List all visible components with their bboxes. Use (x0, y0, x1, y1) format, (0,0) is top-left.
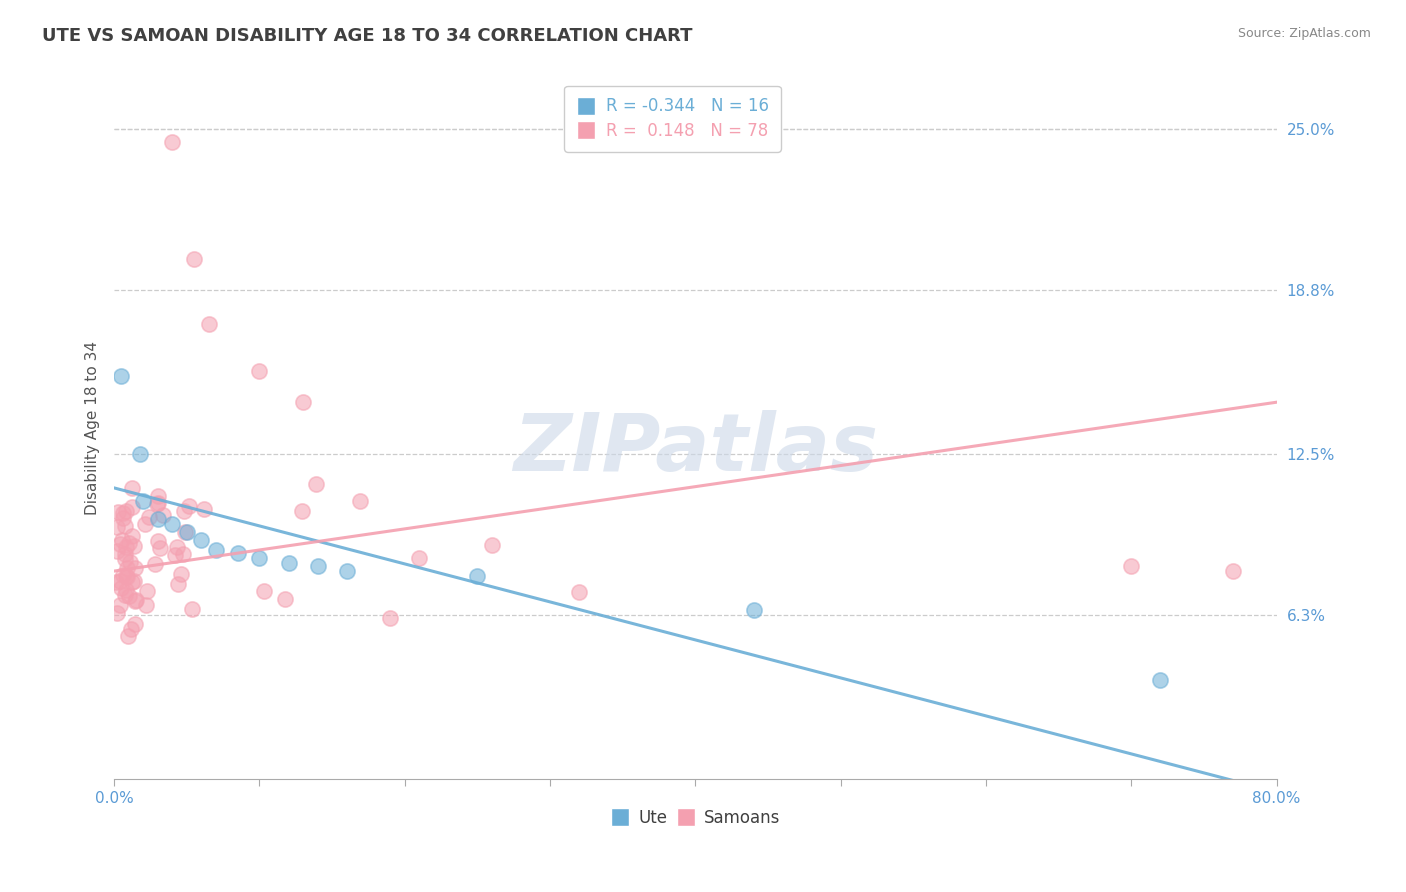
Point (336, 564, 359, 578)
Point (110, 369, 132, 384)
Point (114, 552, 136, 566)
Point (277, 556, 299, 570)
Point (124, 617, 146, 632)
Point (108, 574, 131, 588)
Point (122, 539, 145, 553)
Point (378, 611, 401, 625)
Y-axis label: Disability Age 18 to 34: Disability Age 18 to 34 (86, 341, 100, 516)
Point (291, 504, 314, 518)
Point (205, 543, 228, 558)
Point (1121, 558, 1143, 573)
Point (1222, 564, 1244, 578)
Point (118, 535, 141, 549)
Point (118, 589, 141, 603)
Point (134, 517, 156, 532)
Point (115, 541, 138, 555)
Point (114, 569, 136, 583)
Point (112, 567, 135, 582)
Point (105, 520, 128, 534)
Point (1149, 673, 1171, 688)
Point (114, 547, 136, 561)
Text: ZIPatlas: ZIPatlas (513, 410, 877, 488)
Point (124, 594, 146, 608)
Point (170, 567, 193, 582)
Point (146, 498, 169, 512)
Text: Source: ZipAtlas.com: Source: ZipAtlas.com (1237, 27, 1371, 40)
Point (152, 508, 174, 523)
Point (136, 583, 159, 598)
Point (121, 529, 143, 543)
Point (292, 395, 315, 409)
Point (121, 575, 143, 590)
Point (162, 136, 184, 150)
Point (183, 252, 205, 267)
Point (162, 517, 184, 532)
Point (105, 575, 128, 590)
Point (138, 509, 160, 524)
Point (146, 512, 169, 526)
Point (121, 481, 143, 495)
Point (174, 525, 197, 540)
Point (193, 502, 215, 516)
Point (117, 629, 139, 643)
Point (253, 584, 276, 599)
Point (742, 603, 765, 617)
Point (120, 622, 142, 636)
Point (121, 500, 143, 514)
Point (110, 581, 132, 595)
Point (112, 511, 135, 525)
Point (181, 602, 204, 616)
Point (177, 499, 200, 513)
Point (173, 504, 195, 518)
Text: UTE VS SAMOAN DISABILITY AGE 18 TO 34 CORRELATION CHART: UTE VS SAMOAN DISABILITY AGE 18 TO 34 CO… (42, 27, 693, 45)
Point (115, 561, 138, 575)
Point (143, 557, 166, 571)
Point (135, 598, 157, 612)
Point (114, 583, 136, 598)
Point (481, 538, 503, 552)
Point (112, 506, 135, 520)
Point (114, 588, 136, 602)
Point (122, 574, 145, 589)
Point (568, 585, 591, 599)
Point (115, 570, 138, 584)
Point (249, 364, 271, 378)
Point (167, 577, 190, 591)
Point (124, 561, 146, 575)
Point (105, 606, 128, 620)
Point (120, 555, 142, 569)
Point (165, 549, 187, 563)
Point (190, 533, 212, 547)
Point (349, 493, 371, 508)
Point (408, 551, 430, 566)
Point (129, 447, 152, 461)
Point (166, 540, 188, 554)
Point (274, 591, 297, 606)
Point (114, 504, 136, 518)
Point (108, 599, 131, 613)
Point (149, 541, 172, 556)
Point (148, 496, 170, 510)
Point (307, 558, 329, 573)
Point (124, 593, 146, 607)
Point (132, 494, 155, 508)
Point (114, 518, 136, 533)
Point (110, 537, 132, 551)
Point (176, 525, 198, 540)
Point (146, 533, 169, 548)
Point (172, 548, 194, 562)
Point (305, 476, 328, 491)
Point (148, 489, 170, 503)
Legend: Ute, Samoans: Ute, Samoans (603, 803, 787, 834)
Point (226, 546, 249, 560)
Point (107, 505, 129, 519)
Point (197, 318, 219, 332)
Point (249, 551, 271, 566)
Point (105, 543, 128, 558)
Point (110, 533, 132, 547)
Point (467, 569, 489, 583)
